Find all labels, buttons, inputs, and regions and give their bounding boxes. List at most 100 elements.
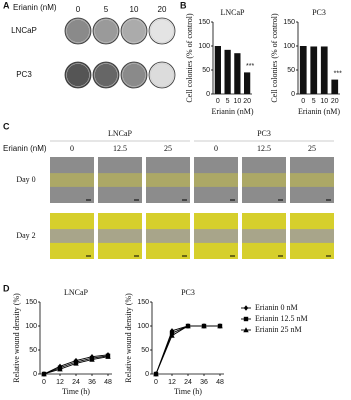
marker <box>201 323 207 329</box>
significance: *** <box>246 63 254 70</box>
plate <box>92 17 120 45</box>
axis-label: Erianin (nM) <box>3 144 47 153</box>
x-tick-label: 36 <box>88 379 96 386</box>
plate <box>120 17 148 45</box>
x-tick-label: 10 <box>320 98 328 105</box>
scratch-band <box>146 229 190 243</box>
panel-label: B <box>180 0 187 10</box>
y-tick-label: 0 <box>291 91 295 98</box>
group-label: PC3 <box>257 129 271 138</box>
plate-rim <box>150 63 174 87</box>
y-tick-label: 100 <box>198 43 210 50</box>
plate-rim <box>94 19 118 43</box>
y-tick-label: 50 <box>141 347 149 354</box>
marker <box>169 332 175 338</box>
y-axis-label: Cell colonies (% of control) <box>185 13 194 103</box>
y-tick-label: 100 <box>283 43 295 50</box>
dose-label: 20 <box>158 5 167 14</box>
y-tick-label: 50 <box>202 67 210 74</box>
marker <box>105 354 111 359</box>
scratch-band <box>50 173 94 187</box>
scratch-band <box>290 173 334 187</box>
scratch-band <box>290 229 334 243</box>
plate-rim <box>122 63 146 87</box>
y-tick-label: 0 <box>33 371 37 378</box>
x-tick-label: 24 <box>72 379 80 386</box>
plate-rim <box>150 19 174 43</box>
marker <box>89 356 95 362</box>
dose-label: 0 <box>70 144 74 153</box>
y-tick-label: 150 <box>198 19 210 26</box>
marker <box>153 371 159 377</box>
x-axis-label: Erianin (nM) <box>212 107 254 116</box>
legend-marker <box>243 327 249 333</box>
x-tick-label: 48 <box>216 379 224 386</box>
scratch-band <box>50 229 94 243</box>
bar <box>310 46 318 94</box>
x-tick-label: 12 <box>168 379 176 386</box>
x-tick-label: 36 <box>200 379 208 386</box>
dose-label: 5 <box>104 5 109 14</box>
marker <box>169 328 175 334</box>
dose-label: 25 <box>308 144 316 153</box>
marker <box>57 366 63 372</box>
bar <box>320 46 328 94</box>
significance: *** <box>334 70 342 77</box>
row-label: Day 0 <box>16 175 35 184</box>
y-axis-label: Relative wound density (%) <box>124 293 133 383</box>
y-tick-label: 0 <box>206 91 210 98</box>
plate <box>120 61 148 89</box>
chart-title: LNCaP <box>64 288 89 297</box>
x-axis-label: Time (h) <box>174 387 202 396</box>
dose-label: 10 <box>130 5 139 14</box>
group-label: LNCaP <box>108 129 133 138</box>
chart-title: LNCaP <box>221 8 246 17</box>
plate-rim <box>122 19 146 43</box>
plate <box>92 61 120 89</box>
bar <box>244 72 251 94</box>
x-tick-label: 0 <box>154 379 158 386</box>
scratch-band <box>98 173 142 187</box>
x-axis-label: Time (h) <box>62 387 90 396</box>
y-tick-label: 50 <box>29 347 37 354</box>
y-tick-label: 150 <box>137 299 149 306</box>
plate <box>64 61 92 89</box>
x-tick-label: 48 <box>104 379 112 386</box>
y-tick-label: 150 <box>283 19 295 26</box>
x-tick-label: 5 <box>312 98 316 105</box>
dose-label: 25 <box>164 144 172 153</box>
plate-rim <box>66 63 90 87</box>
scratch-band <box>194 229 238 243</box>
bar <box>299 46 307 94</box>
marker <box>217 323 223 329</box>
x-tick-label: 20 <box>243 98 251 105</box>
legend-label: Erianin 0 nM <box>255 303 298 312</box>
scratch-band <box>194 173 238 187</box>
row-label: PC3 <box>16 70 32 79</box>
plate-rim <box>66 19 90 43</box>
bar <box>224 49 231 94</box>
legend-marker <box>243 305 249 311</box>
x-tick-label: 0 <box>216 98 220 105</box>
x-tick-label: 5 <box>226 98 230 105</box>
series-line <box>155 325 220 375</box>
panel-label: A <box>3 0 10 10</box>
scratch-band <box>242 229 286 243</box>
legend-marker <box>243 316 249 322</box>
y-axis-label: Cell colonies (% of control) <box>270 13 279 103</box>
x-tick-label: 0 <box>301 98 305 105</box>
marker <box>185 323 191 329</box>
y-tick-label: 150 <box>25 299 37 306</box>
panel-label: C <box>3 121 10 131</box>
legend-label: Erianin 25 nM <box>255 325 302 334</box>
scratch-band <box>146 173 190 187</box>
axis-label: Erianin (nM) <box>13 3 57 12</box>
plate <box>64 17 92 45</box>
row-label: Day 2 <box>16 231 35 240</box>
legend-label: Erianin 12.5 nM <box>255 314 308 323</box>
y-axis-label: Relative wound density (%) <box>12 293 21 383</box>
y-tick-label: 100 <box>25 323 37 330</box>
dose-label: 12.5 <box>257 144 271 153</box>
plate-rim <box>94 63 118 87</box>
y-tick-label: 0 <box>145 371 149 378</box>
